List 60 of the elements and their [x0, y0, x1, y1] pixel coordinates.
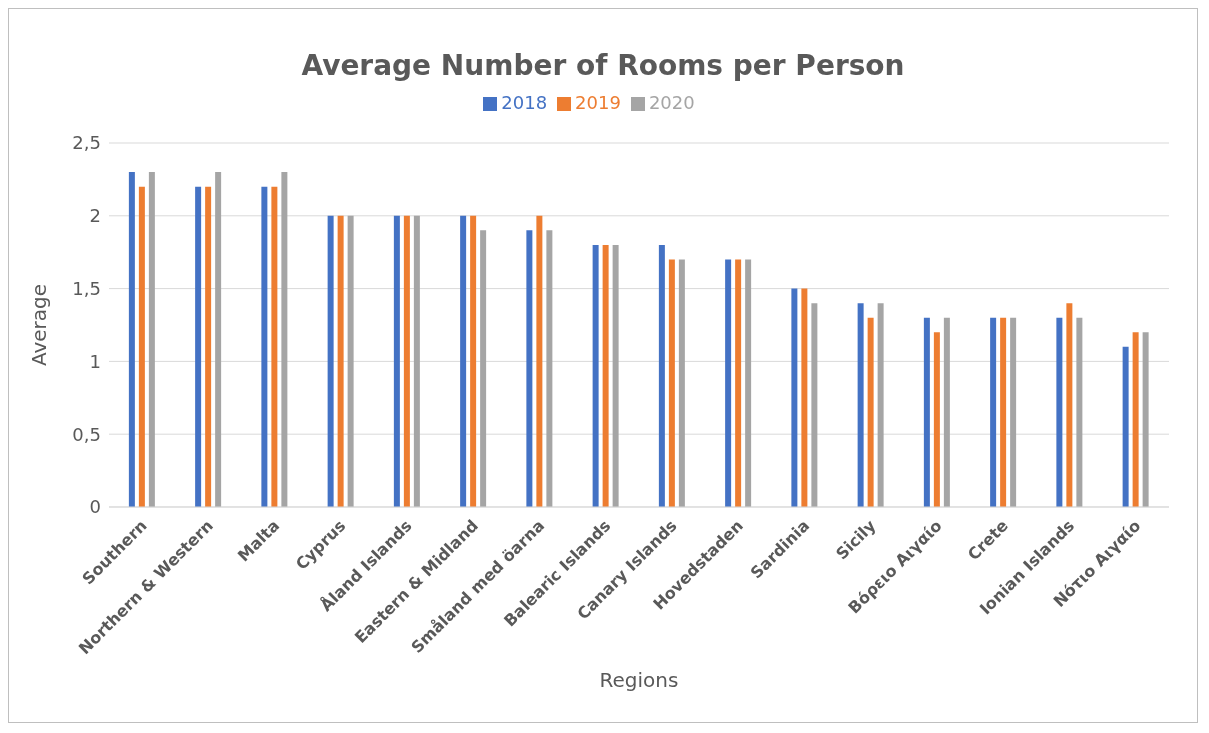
x-axis-title: Regions [599, 668, 679, 692]
bar [1000, 317, 1007, 507]
bar [1010, 317, 1017, 507]
y-tick-label: 0,5 [72, 423, 101, 445]
bar [612, 244, 619, 507]
bar [658, 244, 665, 507]
bar [526, 230, 533, 507]
bar [413, 215, 420, 507]
bar [403, 215, 410, 507]
bar [1076, 317, 1083, 507]
bar [1066, 303, 1073, 507]
y-tick-label: 1 [89, 350, 101, 372]
bar [592, 244, 599, 507]
y-tick-label: 1,5 [72, 277, 101, 299]
bar [801, 288, 808, 507]
bar [791, 288, 798, 507]
bar [480, 230, 487, 507]
bar [745, 259, 752, 507]
bar [1056, 317, 1063, 507]
bar [867, 317, 874, 507]
bar [1142, 332, 1149, 507]
bar [128, 172, 135, 507]
bar [347, 215, 354, 507]
bar [725, 259, 732, 507]
bar [460, 215, 467, 507]
bar [602, 244, 609, 507]
bar [877, 303, 884, 507]
bar [735, 259, 742, 507]
y-tick-label: 2,5 [72, 132, 101, 154]
bar [205, 186, 212, 507]
bar [215, 172, 222, 507]
chart-title: Average Number of Rooms per Person [300, 48, 906, 82]
bar [943, 317, 950, 507]
bar [281, 172, 288, 507]
bar [195, 186, 202, 507]
bar [327, 215, 334, 507]
bar [138, 186, 145, 507]
bar [337, 215, 344, 507]
legend-label: 2018 [501, 92, 548, 113]
y-tick-label: 2 [89, 205, 101, 227]
y-tick-label: 0 [89, 496, 101, 518]
bar [536, 215, 543, 507]
bar [393, 215, 400, 507]
bar [1122, 346, 1129, 507]
bar [668, 259, 675, 507]
bar [933, 332, 940, 507]
y-axis-title: Average [27, 283, 52, 367]
bar [271, 186, 278, 507]
bar [923, 317, 930, 507]
bar [811, 303, 818, 507]
bar [546, 230, 553, 507]
legend-label: 2019 [575, 92, 621, 113]
bar [148, 172, 155, 507]
bar [678, 259, 685, 507]
bar [1132, 332, 1139, 507]
bar [470, 215, 477, 507]
bar [990, 317, 997, 507]
bar [261, 186, 268, 507]
bar [857, 303, 864, 507]
legend-label: 2020 [648, 92, 695, 113]
